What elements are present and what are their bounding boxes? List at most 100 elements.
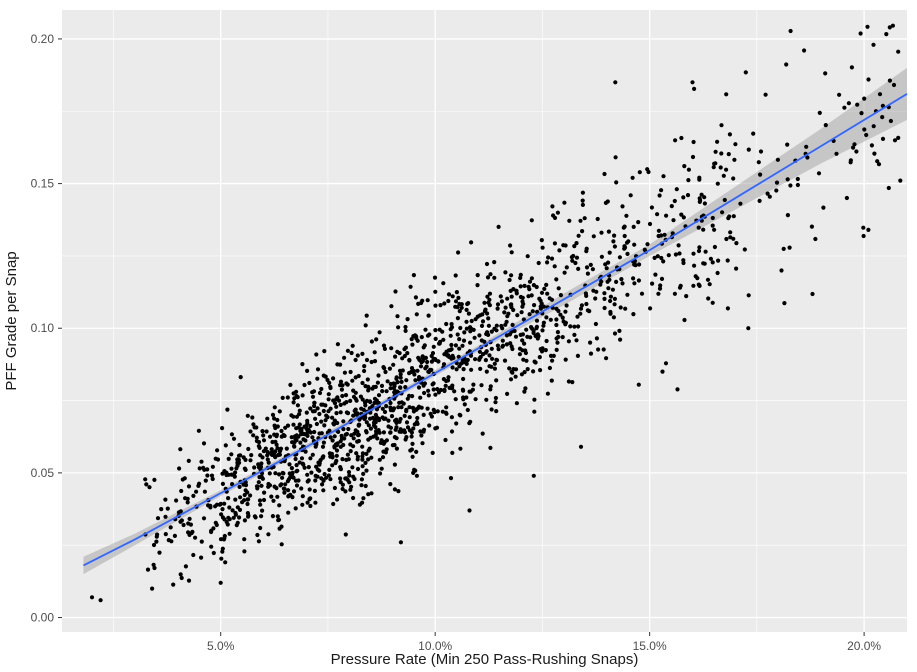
data-point [258, 446, 262, 450]
data-point [441, 338, 445, 342]
data-point [477, 333, 481, 337]
data-point [265, 417, 269, 421]
data-point [391, 363, 395, 367]
data-point [233, 475, 237, 479]
data-point [273, 450, 277, 454]
data-point [258, 503, 262, 507]
data-point [203, 490, 207, 494]
data-point [460, 306, 464, 310]
data-point [490, 407, 494, 411]
data-point [506, 312, 510, 316]
data-point [393, 463, 397, 467]
data-point [276, 453, 280, 457]
data-point [299, 486, 303, 490]
data-point [163, 498, 167, 502]
data-point [227, 457, 231, 461]
data-point [712, 165, 716, 169]
data-point [743, 247, 747, 251]
data-point [592, 234, 596, 238]
data-point [339, 445, 343, 449]
data-point [286, 494, 290, 498]
data-point [267, 461, 271, 465]
data-point [532, 410, 536, 414]
data-point [152, 563, 156, 567]
data-point [418, 429, 422, 433]
data-point [357, 423, 361, 427]
data-point [271, 514, 275, 518]
data-point [313, 478, 317, 482]
data-point [308, 487, 312, 491]
data-point [314, 474, 318, 478]
data-point [235, 463, 239, 467]
data-point [488, 446, 492, 450]
data-point [576, 267, 580, 271]
data-point [333, 434, 337, 438]
data-point [321, 445, 325, 449]
data-point [505, 297, 509, 301]
data-point [489, 384, 493, 388]
data-point [531, 309, 535, 313]
data-point [532, 398, 536, 402]
data-point [339, 467, 343, 471]
data-point [690, 80, 694, 84]
data-point [311, 395, 315, 399]
data-point [535, 325, 539, 329]
data-point [476, 273, 480, 277]
data-point [613, 302, 617, 306]
data-point [849, 158, 853, 162]
data-point [351, 496, 355, 500]
data-point [589, 352, 593, 356]
data-point [286, 511, 290, 515]
data-point [301, 432, 305, 436]
data-point [637, 278, 641, 282]
data-point [301, 437, 305, 441]
data-point [340, 388, 344, 392]
data-point [594, 322, 598, 326]
data-point [393, 289, 397, 293]
data-point [818, 111, 822, 115]
data-point [598, 283, 602, 287]
data-point [236, 521, 240, 525]
data-point [715, 140, 719, 144]
data-point [436, 409, 440, 413]
data-point [720, 210, 724, 214]
data-point [872, 124, 876, 128]
data-point [726, 258, 730, 262]
data-point [544, 315, 548, 319]
data-point [810, 292, 814, 296]
data-point [660, 370, 664, 374]
data-point [300, 362, 304, 366]
data-point [481, 352, 485, 356]
data-point [398, 386, 402, 390]
data-point [322, 409, 326, 413]
y-tick-label: 0.00 [31, 611, 55, 625]
data-point [734, 241, 738, 245]
data-point [465, 308, 469, 312]
data-point [515, 401, 519, 405]
data-point [269, 495, 273, 499]
data-point [248, 493, 252, 497]
data-point [623, 246, 627, 250]
data-point [389, 382, 393, 386]
data-point [611, 288, 615, 292]
data-point [393, 487, 397, 491]
data-point [230, 432, 234, 436]
data-point [214, 457, 218, 461]
data-point [373, 417, 377, 421]
data-point [313, 417, 317, 421]
data-point [728, 235, 732, 239]
data-point [509, 377, 513, 381]
data-point [282, 491, 286, 495]
data-point [520, 338, 524, 342]
data-point [614, 155, 618, 159]
data-point [664, 361, 668, 365]
data-point [859, 31, 863, 35]
data-point [645, 242, 649, 246]
data-point [432, 387, 436, 391]
data-point [454, 397, 458, 401]
data-point [573, 261, 577, 265]
data-point [305, 473, 309, 477]
data-point [281, 396, 285, 400]
data-point [413, 378, 417, 382]
data-point [617, 329, 621, 333]
